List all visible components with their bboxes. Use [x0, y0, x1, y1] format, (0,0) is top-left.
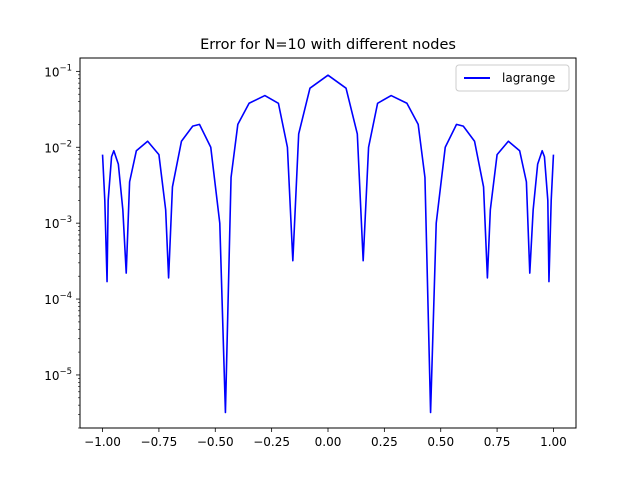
- x-tick-label: 0.00: [315, 435, 342, 449]
- y-tick-label: 10−5: [44, 367, 72, 383]
- legend-box: [455, 64, 570, 92]
- y-tick-label: 10−4: [44, 291, 72, 307]
- x-tick-label: 1.00: [540, 435, 567, 449]
- y-tick-label: 10−3: [44, 215, 72, 231]
- x-tick-label: 0.75: [484, 435, 511, 449]
- x-tick-label: −0.25: [253, 435, 290, 449]
- plot-area-frame: [79, 57, 577, 429]
- legend: lagrange: [455, 64, 570, 92]
- y-axis: 10−5 10−4 10−3 10−2 10−1: [44, 63, 80, 429]
- y-tick-label: 10−2: [44, 139, 72, 155]
- x-tick-label: −0.50: [197, 435, 234, 449]
- chart-title: Error for N=10 with different nodes: [200, 37, 456, 53]
- x-tick-label: −1.00: [84, 435, 121, 449]
- y-tick-label: 10−1: [44, 63, 72, 79]
- legend-label-lagrange: lagrange: [502, 71, 555, 85]
- series-layer: [101, 74, 555, 414]
- x-tick-label: 0.50: [427, 435, 454, 449]
- x-axis: −1.00 −0.75 −0.50 −0.25 0.00 0.25 0.50 0.75 1.00: [84, 428, 567, 449]
- series-line-lagrange: [101, 74, 555, 414]
- x-tick-label: 0.25: [371, 435, 398, 449]
- x-tick-label: −0.75: [141, 435, 178, 449]
